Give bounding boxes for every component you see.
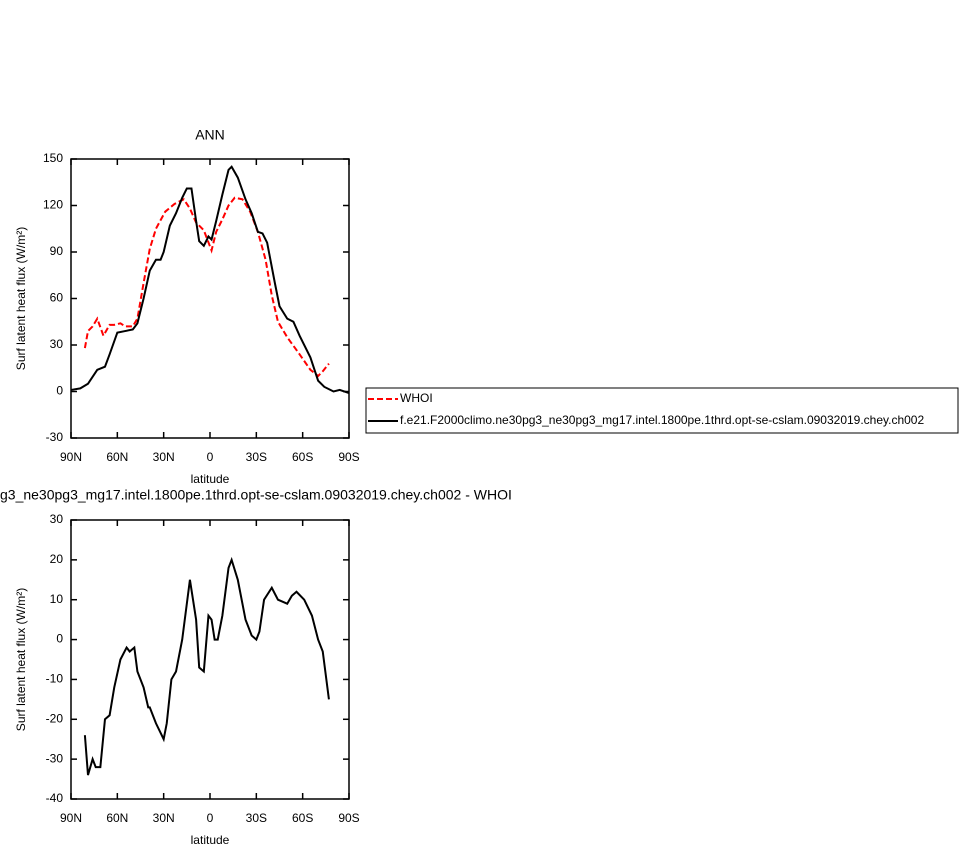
- y-tick-label: 30: [50, 337, 64, 351]
- y-tick-label: -30: [46, 751, 64, 765]
- x-tick-label: 90N: [60, 450, 82, 464]
- x-tick-label: 90N: [60, 811, 82, 825]
- chart-title: g3_ne30pg3_mg17.intel.1800pe.1thrd.opt-s…: [0, 487, 512, 503]
- y-tick-label: 0: [56, 384, 63, 398]
- data-line: [83, 556, 330, 776]
- y-tick-label: 30: [50, 512, 64, 526]
- chart-title: ANN: [195, 127, 225, 143]
- x-axis-label: latitude: [191, 833, 230, 847]
- x-axis-label: latitude: [191, 472, 230, 486]
- x-tick-label: 0: [207, 450, 214, 464]
- x-tick-label: 30N: [153, 450, 175, 464]
- legend-label: WHOI: [400, 391, 433, 405]
- x-tick-label: 30S: [246, 811, 267, 825]
- y-tick-label: -40: [46, 791, 64, 805]
- y-tick-label: 120: [43, 198, 63, 212]
- legend-box: [365, 387, 959, 434]
- y-tick-label: 10: [50, 592, 64, 606]
- plot-frame: [70, 158, 350, 439]
- y-tick-label: -10: [46, 672, 64, 686]
- x-tick-label: 60S: [292, 450, 313, 464]
- x-tick-label: 90S: [338, 811, 359, 825]
- y-tick-label: 0: [56, 632, 63, 646]
- y-tick-label: 150: [43, 151, 63, 165]
- x-tick-label: 30N: [153, 811, 175, 825]
- x-tick-label: 0: [207, 811, 214, 825]
- y-tick-label: 20: [50, 552, 64, 566]
- y-tick-label: 90: [50, 244, 64, 258]
- plot-frame: [70, 519, 350, 800]
- data-line: [83, 196, 330, 378]
- x-tick-label: 90S: [338, 450, 359, 464]
- legend-label: f.e21.F2000climo.ne30pg3_ne30pg3_mg17.in…: [400, 413, 924, 427]
- x-tick-label: 30S: [246, 450, 267, 464]
- x-tick-label: 60S: [292, 811, 313, 825]
- y-tick-label: -30: [46, 430, 64, 444]
- y-tick-label: -20: [46, 711, 64, 725]
- x-tick-label: 60N: [106, 450, 128, 464]
- y-axis-label: Surf latent heat flux (W/m²): [14, 227, 28, 370]
- data-line: [70, 165, 350, 394]
- y-axis-label: Surf latent heat flux (W/m²): [14, 588, 28, 731]
- x-tick-label: 60N: [106, 811, 128, 825]
- y-tick-label: 60: [50, 291, 64, 305]
